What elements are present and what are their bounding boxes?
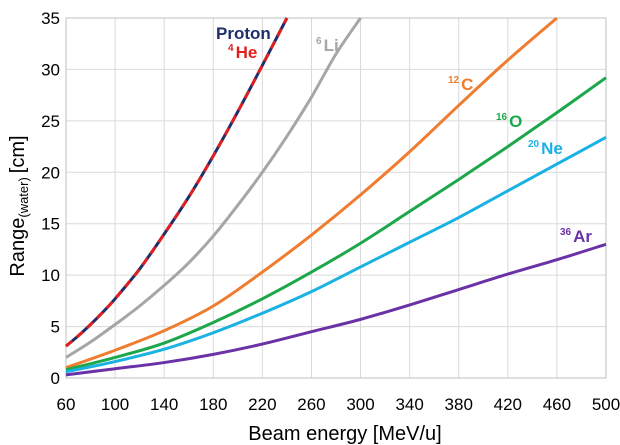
- series-label-mass-number: 16: [496, 112, 508, 123]
- series-label-ar: 36 Ar: [560, 227, 592, 246]
- series-label-mass-number: 36: [560, 227, 572, 238]
- series-line-li: [65, 17, 362, 359]
- series-label-element: Li: [324, 36, 339, 55]
- series-label-element: C: [461, 75, 473, 94]
- series-label-ne: 20 Ne: [528, 139, 563, 158]
- series-label-o: 16 O: [496, 112, 522, 131]
- x-tick-label: 500: [592, 395, 620, 414]
- plot-frame: [65, 17, 607, 379]
- grid: [65, 17, 607, 379]
- x-tick-label: 460: [543, 395, 571, 414]
- series-label-element: Ar: [573, 227, 592, 246]
- series-line-ne: [65, 135, 607, 374]
- x-tick-label: 220: [248, 395, 276, 414]
- y-tick-label: 5: [51, 318, 60, 337]
- x-tick-label: 60: [57, 395, 76, 414]
- series-line-o: [65, 76, 607, 372]
- y-axis-title-sub: (water): [16, 177, 31, 217]
- series-line-c: [65, 16, 558, 370]
- series-label-mass-number: 20: [528, 139, 540, 150]
- y-axis-title: Range(water) [cm]: [7, 135, 31, 276]
- x-tick-label: 140: [150, 395, 178, 414]
- y-tick-label: 20: [41, 163, 60, 182]
- series-label-element: Ne: [541, 139, 563, 158]
- y-axis-title-main: Range: [7, 218, 29, 277]
- y-tick-label: 25: [41, 112, 60, 131]
- series-label-element: He: [236, 43, 258, 62]
- series-label-mass-number: 12: [448, 75, 460, 86]
- y-tick-label: 0: [51, 369, 60, 388]
- x-tick-label: 100: [101, 395, 129, 414]
- series-label-he: 4 He: [228, 43, 257, 62]
- series-line-ar: [65, 242, 607, 377]
- x-tick-label: 420: [494, 395, 522, 414]
- series-label-c: 12 C: [448, 75, 473, 94]
- series-line-he: [65, 17, 289, 348]
- y-tick-labels: 0 5 10 15 20 25 30 35: [41, 9, 60, 388]
- x-tick-label: 260: [297, 395, 325, 414]
- y-tick-label: 10: [41, 266, 60, 285]
- x-tick-labels: 60 100 140 180 220 260 300 340 380 420 460 500: [57, 395, 620, 414]
- series-label-mass-number: 4: [228, 43, 234, 54]
- x-tick-label: 380: [445, 395, 473, 414]
- series-label-proton: Proton: [216, 24, 271, 43]
- series-label-element: O: [509, 112, 522, 131]
- x-tick-label: 340: [395, 395, 423, 414]
- x-tick-label: 180: [199, 395, 227, 414]
- y-axis-title-unit: [cm]: [7, 135, 29, 173]
- y-tick-label: 35: [41, 9, 60, 28]
- series-layer: [65, 16, 607, 377]
- x-axis-title: Beam energy [MeV/u]: [248, 423, 441, 445]
- series-label-li: 6 Li: [316, 36, 339, 55]
- x-tick-label: 300: [346, 395, 374, 414]
- y-tick-label: 30: [41, 60, 60, 79]
- series-label-mass-number: 6: [316, 36, 322, 47]
- y-tick-label: 15: [41, 215, 60, 234]
